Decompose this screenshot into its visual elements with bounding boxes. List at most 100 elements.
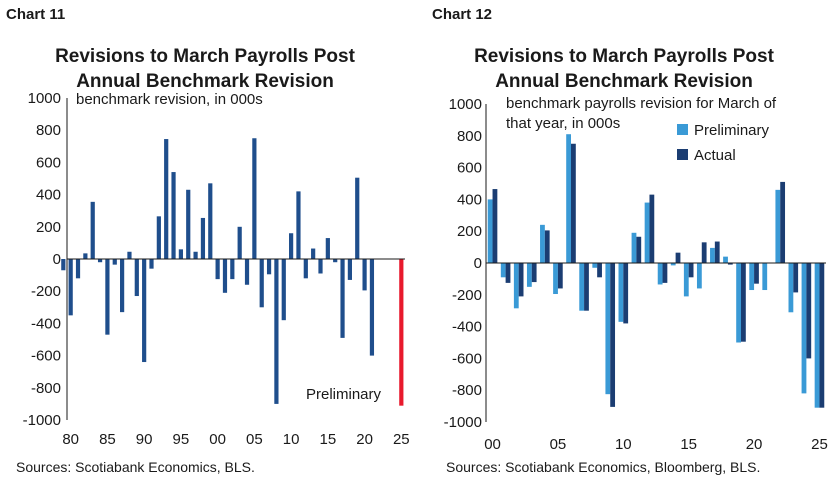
bar-preliminary: [736, 263, 741, 343]
bar: [142, 259, 147, 363]
bar-preliminary: [801, 263, 807, 394]
legend-swatch: [677, 124, 688, 135]
bar-actual: [806, 263, 812, 359]
bar-actual: [649, 194, 655, 263]
bar: [83, 253, 88, 259]
y-tick-label: -1000: [444, 414, 482, 431]
bar-preliminary: [644, 202, 650, 263]
x-tick-label: 00: [484, 436, 501, 453]
bar-preliminary: [788, 263, 794, 313]
bar: [325, 238, 330, 259]
bar-actual: [597, 263, 602, 278]
y-tick-label: -800: [31, 380, 61, 397]
y-tick-label: -400: [31, 315, 61, 332]
bar: [244, 259, 250, 285]
y-tick-label: 0: [474, 255, 482, 272]
bar-actual: [544, 230, 550, 263]
bar-actual: [714, 241, 720, 263]
bar-actual: [505, 263, 511, 283]
bar: [318, 259, 323, 274]
legend-swatch: [677, 149, 688, 160]
bar-actual: [780, 181, 786, 263]
bar: [355, 177, 360, 259]
bar: [127, 251, 132, 259]
bar: [156, 216, 161, 259]
bar: [200, 217, 206, 259]
bar-actual: [584, 263, 589, 311]
bar-preliminary: [775, 189, 781, 263]
bar-actual: [571, 143, 576, 263]
bar-preliminary: [566, 134, 571, 263]
chart-12-plot: 10008006004002000-200-400-600-800-100000…: [444, 95, 828, 453]
chart-title-line: Annual Benchmark Revision: [495, 71, 753, 92]
bar-preliminary: [618, 263, 624, 322]
axis-annotation: benchmark revision, in 000s: [76, 91, 263, 108]
x-tick-label: 05: [246, 431, 263, 448]
bar: [178, 249, 183, 259]
bar: [208, 183, 213, 259]
bar: [75, 259, 81, 279]
chart-number: Chart 11: [6, 6, 66, 23]
bar-actual: [754, 263, 759, 284]
bar-preliminary: [696, 263, 702, 289]
bar-preliminary: [605, 263, 611, 395]
y-tick-label: 0: [53, 251, 61, 268]
bar-preliminary: [513, 263, 519, 309]
bar: [289, 233, 294, 259]
bar-preliminary: [683, 263, 689, 297]
bar: [193, 251, 198, 259]
y-tick-label: 400: [36, 187, 61, 204]
bar-actual: [675, 252, 681, 263]
bar-actual: [518, 263, 524, 297]
bar: [61, 259, 66, 271]
y-tick-label: 1000: [449, 96, 482, 113]
bar-actual: [819, 263, 825, 408]
bar: [266, 259, 272, 275]
bar: [230, 259, 235, 280]
bar: [274, 259, 279, 404]
bar-preliminary: [487, 199, 493, 263]
x-tick-label: 00: [209, 431, 226, 448]
x-tick-label: 15: [680, 436, 697, 453]
bar: [281, 259, 286, 321]
bar-actual: [636, 236, 642, 263]
bar: [259, 259, 264, 308]
bar-actual: [793, 263, 799, 293]
x-tick-label: 10: [283, 431, 300, 448]
chart-title-line: Revisions to March Payrolls Post: [55, 46, 355, 67]
chart-12-panel: Chart 12 Revisions to March Payrolls Pos…: [420, 0, 828, 483]
chart-title: Revisions to March Payrolls Post Annual …: [0, 44, 410, 94]
bar: [68, 259, 73, 316]
bar: [97, 259, 103, 263]
bar-actual: [610, 263, 616, 407]
bar: [222, 259, 228, 293]
y-tick-label: -600: [452, 350, 482, 367]
chart-11-plot: 10008006004002000-200-400-600-800-100080…: [23, 90, 410, 448]
bar: [149, 259, 154, 269]
x-tick-label: 90: [136, 431, 153, 448]
bar-actual: [701, 242, 707, 263]
y-tick-label: 400: [457, 191, 482, 208]
y-tick-label: -800: [452, 382, 482, 399]
bar: [186, 189, 191, 259]
bar-preliminary: [814, 263, 820, 408]
bar: [237, 226, 242, 259]
bar: [105, 259, 110, 335]
bar: [296, 191, 301, 259]
bar: [171, 172, 176, 259]
y-tick-label: 600: [457, 160, 482, 177]
x-tick-label: 85: [99, 431, 116, 448]
x-tick-label: 20: [356, 431, 373, 448]
bar: [252, 138, 257, 259]
bar-preliminary: [749, 263, 755, 291]
bar-preliminary: [526, 263, 532, 287]
bar: [311, 248, 316, 259]
preliminary-label: Preliminary: [306, 386, 382, 403]
chart-source: Sources: Scotiabank Economics, Bloomberg…: [446, 459, 761, 475]
legend-label: Preliminary: [694, 122, 770, 139]
bar-preliminary: [592, 263, 598, 268]
x-tick-label: 80: [62, 431, 79, 448]
bar: [369, 259, 375, 356]
legend-label: Actual: [694, 147, 736, 164]
bar-preliminary: [670, 263, 676, 266]
